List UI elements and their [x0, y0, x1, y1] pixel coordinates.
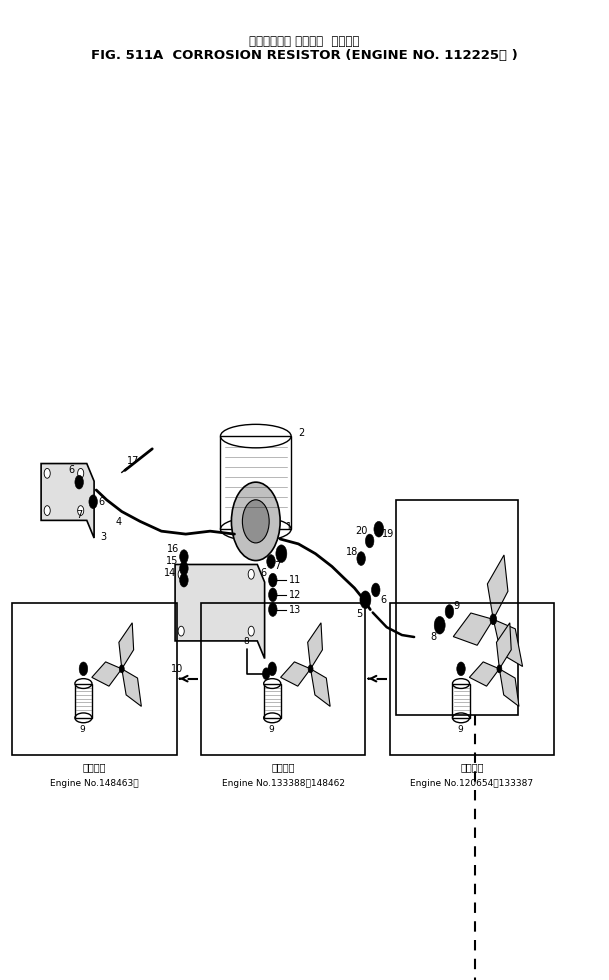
Circle shape [276, 545, 287, 563]
Circle shape [262, 668, 270, 680]
Text: 15: 15 [166, 556, 178, 565]
Polygon shape [499, 668, 519, 707]
Polygon shape [453, 613, 493, 645]
Circle shape [497, 664, 502, 672]
Polygon shape [308, 623, 322, 668]
Text: 3: 3 [100, 532, 107, 542]
Circle shape [248, 626, 254, 636]
Circle shape [308, 664, 313, 672]
Text: 6: 6 [99, 497, 105, 507]
Bar [12, 603, 177, 755]
Text: FIG. 511A  CORROSION RESISTOR (ENGINE NO. 112225－ ): FIG. 511A CORROSION RESISTOR (ENGINE NO.… [91, 49, 518, 63]
Text: 20: 20 [355, 526, 367, 536]
Text: 6: 6 [260, 568, 266, 578]
Text: 10: 10 [171, 664, 183, 674]
Bar [396, 500, 518, 715]
Circle shape [180, 550, 188, 564]
Text: 4: 4 [116, 517, 122, 527]
Text: Engine No.148463～: Engine No.148463～ [50, 779, 139, 788]
Circle shape [231, 482, 280, 561]
Text: 13: 13 [289, 605, 301, 614]
Circle shape [269, 588, 277, 602]
Polygon shape [281, 662, 311, 686]
Polygon shape [92, 662, 122, 686]
Text: 6: 6 [381, 595, 387, 605]
Circle shape [371, 583, 380, 597]
Circle shape [360, 591, 371, 609]
Polygon shape [122, 668, 141, 707]
Circle shape [434, 616, 445, 634]
Circle shape [44, 506, 50, 515]
Text: 8: 8 [244, 637, 250, 646]
Circle shape [357, 552, 365, 565]
Circle shape [268, 662, 276, 676]
Circle shape [457, 662, 465, 676]
Polygon shape [496, 623, 511, 668]
Circle shape [490, 614, 496, 624]
Circle shape [178, 626, 184, 636]
Circle shape [248, 569, 254, 579]
Text: コロージョン レジスタ  適用号機: コロージョン レジスタ 適用号機 [249, 34, 360, 48]
Circle shape [180, 573, 188, 587]
Circle shape [267, 555, 275, 568]
Text: 適用号機: 適用号機 [272, 762, 295, 772]
Polygon shape [41, 464, 94, 538]
Polygon shape [311, 668, 330, 707]
Circle shape [77, 468, 83, 478]
Text: 1: 1 [286, 522, 292, 532]
Text: Engine No.133388～148462: Engine No.133388～148462 [222, 779, 345, 788]
Circle shape [445, 605, 454, 618]
Text: 9: 9 [268, 725, 274, 734]
Circle shape [119, 664, 124, 672]
Circle shape [269, 603, 277, 616]
Text: 5: 5 [356, 610, 362, 619]
Text: 9: 9 [457, 725, 463, 734]
Polygon shape [119, 623, 133, 668]
Text: 7: 7 [76, 510, 82, 519]
Circle shape [77, 506, 83, 515]
Text: Engine No.120654～133387: Engine No.120654～133387 [410, 779, 533, 788]
Bar [390, 603, 554, 755]
Text: 17: 17 [127, 456, 139, 466]
Text: 2: 2 [298, 428, 304, 438]
Text: 8: 8 [431, 632, 437, 642]
Text: 適用号機: 適用号機 [460, 762, 484, 772]
Circle shape [178, 569, 184, 579]
Text: 19: 19 [382, 529, 395, 539]
Circle shape [44, 468, 50, 478]
Circle shape [365, 534, 374, 548]
Text: 6: 6 [68, 466, 74, 475]
Text: 18: 18 [346, 547, 358, 557]
Circle shape [269, 573, 277, 587]
Circle shape [89, 495, 97, 509]
Circle shape [79, 662, 88, 676]
Text: 12: 12 [289, 590, 301, 600]
Text: 7: 7 [274, 562, 280, 571]
Polygon shape [493, 619, 523, 666]
Polygon shape [487, 555, 508, 619]
Text: 14: 14 [164, 568, 177, 578]
Text: 9: 9 [79, 725, 85, 734]
Circle shape [180, 562, 188, 575]
Text: 9: 9 [454, 601, 460, 611]
Circle shape [374, 521, 384, 537]
Bar [201, 603, 365, 755]
Circle shape [242, 500, 269, 543]
Text: 11: 11 [289, 575, 301, 585]
Text: 適用号機: 適用号機 [83, 762, 106, 772]
Text: 16: 16 [167, 544, 180, 554]
Circle shape [75, 475, 83, 489]
Polygon shape [175, 564, 264, 659]
Polygon shape [470, 662, 499, 686]
